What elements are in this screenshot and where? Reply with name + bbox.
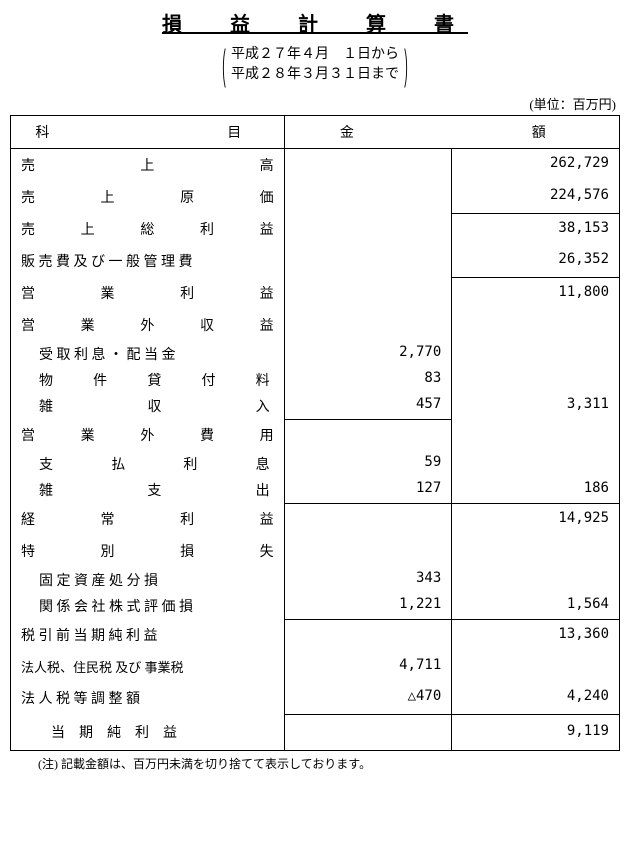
row-sales: 売上高 <box>11 149 285 182</box>
row-income-tax: 法人税、住民税 及び 事業税 <box>11 651 285 682</box>
header-item: 科 目 <box>11 116 285 149</box>
row-int-paid: 支払利息 <box>11 451 285 477</box>
val-affiliate: 1,564 <box>452 593 620 619</box>
row-fixed-asset: 固 定 資 産 処 分 損 <box>11 567 285 593</box>
row-rental: 物件貸付料 <box>11 367 285 393</box>
val-fixed-asset: 343 <box>284 567 452 593</box>
period-to: 平成２８年３月３１日まで <box>231 65 399 85</box>
val-income-tax: 4,711 <box>284 651 452 682</box>
row-sga: 販 売 費 及 び 一 般 管 理 費 <box>11 245 285 277</box>
val-interest-div: 2,770 <box>284 341 452 367</box>
footnote: (注) 記載金額は、百万円未満を切り捨てて表示しております。 <box>10 751 620 772</box>
val-net-income: 9,119 <box>452 714 620 751</box>
val-misc-exp: 186 <box>452 477 620 503</box>
unit-label: (単位：百万円) <box>10 94 620 113</box>
income-statement-table: 科 目 金 額 売上高 262,729 売上原価 224,576 売上総利益 3… <box>10 115 620 751</box>
row-cogs: 売上原価 <box>11 181 285 213</box>
val-misc-income-m: 457 <box>284 393 452 419</box>
val-rental: 83 <box>284 367 452 393</box>
bracket-left: ( <box>222 48 226 82</box>
val-pretax: 13,360 <box>452 619 620 651</box>
row-extra-loss-hdr: 特別損失 <box>11 535 285 567</box>
row-gross-profit: 売上総利益 <box>11 213 285 245</box>
row-nonop-income-hdr: 営業外収益 <box>11 309 285 341</box>
val-gross-profit: 38,153 <box>452 213 620 245</box>
row-net-income: 当 期 純 利 益 <box>11 714 285 751</box>
header-amount: 金 額 <box>284 116 619 149</box>
val-misc-income: 3,311 <box>452 393 620 419</box>
val-ordinary: 14,925 <box>452 503 620 535</box>
row-pretax: 税 引 前 当 期 純 利 益 <box>11 619 285 651</box>
period-from: 平成２７年４月 １日から <box>231 45 399 65</box>
row-op-income: 営業利益 <box>11 277 285 309</box>
val-sga: 26,352 <box>452 245 620 277</box>
row-interest-div: 受 取 利 息 ・ 配 当 金 <box>11 341 285 367</box>
val-affiliate-m: 1,221 <box>284 593 452 619</box>
document-title: 損 益 計 算 書 <box>10 8 620 37</box>
period-box: ( 平成２７年４月 １日から 平成２８年３月３１日まで ) <box>175 45 455 84</box>
val-misc-exp-m: 127 <box>284 477 452 503</box>
row-misc-exp: 雑支出 <box>11 477 285 503</box>
val-tax-adj: 4,240 <box>452 682 620 714</box>
row-tax-adj: 法 人 税 等 調 整 額 <box>11 682 285 714</box>
val-op-income: 11,800 <box>452 277 620 309</box>
val-tax-adj-m: △470 <box>284 682 452 714</box>
val-sales: 262,729 <box>452 149 620 182</box>
row-affiliate: 関 係 会 社 株 式 評 価 損 <box>11 593 285 619</box>
row-ordinary: 経常利益 <box>11 503 285 535</box>
bracket-right: ) <box>404 48 408 82</box>
row-nonop-exp-hdr: 営業外費用 <box>11 419 285 451</box>
val-int-paid: 59 <box>284 451 452 477</box>
row-misc-income: 雑収入 <box>11 393 285 419</box>
val-cogs: 224,576 <box>452 181 620 213</box>
